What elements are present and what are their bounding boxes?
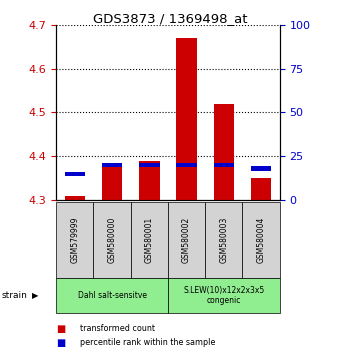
Text: Dahl salt-sensitve: Dahl salt-sensitve	[78, 291, 147, 300]
Bar	[168, 202, 205, 278]
Bar	[65, 172, 85, 176]
Bar	[176, 38, 197, 200]
Text: ▶: ▶	[32, 291, 38, 300]
Bar	[213, 104, 234, 200]
Bar	[65, 196, 85, 200]
Text: GSM580000: GSM580000	[108, 217, 117, 263]
Bar	[213, 163, 234, 167]
Bar	[102, 165, 122, 200]
Bar	[102, 163, 122, 167]
Bar	[251, 178, 271, 200]
Bar	[205, 202, 242, 278]
Bar	[242, 202, 280, 278]
Bar	[139, 161, 160, 200]
Bar	[93, 202, 131, 278]
Text: GSM579999: GSM579999	[70, 217, 79, 263]
Text: GDS3873 / 1369498_at: GDS3873 / 1369498_at	[93, 12, 248, 25]
Text: ■: ■	[56, 324, 65, 333]
Bar	[139, 163, 160, 167]
Bar	[251, 166, 271, 171]
Text: strain: strain	[2, 291, 28, 300]
Bar	[176, 163, 197, 167]
Text: transformed count: transformed count	[80, 324, 155, 333]
Text: GSM580003: GSM580003	[219, 217, 228, 263]
Bar	[56, 202, 93, 278]
Text: GSM580001: GSM580001	[145, 217, 154, 263]
Bar	[56, 278, 168, 313]
Text: ■: ■	[56, 338, 65, 348]
Text: percentile rank within the sample: percentile rank within the sample	[80, 338, 216, 347]
Text: S.LEW(10)x12x2x3x5
congenic: S.LEW(10)x12x2x3x5 congenic	[183, 286, 264, 305]
Text: GSM580002: GSM580002	[182, 217, 191, 263]
Text: GSM580004: GSM580004	[256, 217, 266, 263]
Bar	[131, 202, 168, 278]
Bar	[168, 278, 280, 313]
